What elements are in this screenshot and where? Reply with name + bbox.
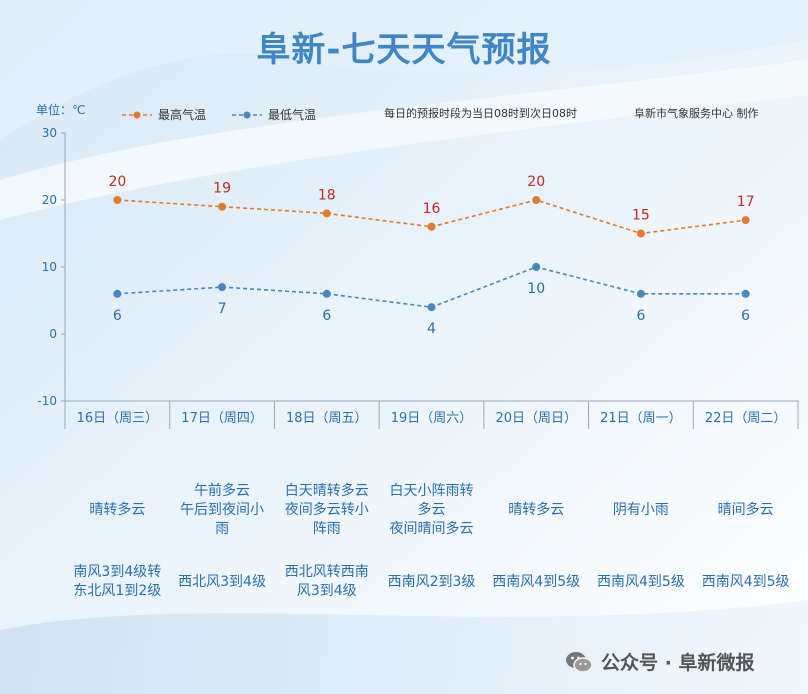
- data-point-high: [636, 229, 645, 238]
- data-label-high: 18: [318, 187, 336, 203]
- x-tick-label: 20日（周日）: [495, 411, 577, 426]
- footer-text: 公众号 · 阜新微报: [601, 652, 755, 674]
- x-tick-label: 19日（周六）: [391, 411, 473, 426]
- weather-cell: 晴转多云: [65, 470, 169, 550]
- weather-text: 午后到夜间小: [180, 501, 265, 518]
- wind-text: 西北风3到4级: [178, 573, 266, 590]
- page-title: 阜新-七天天气预报: [256, 30, 552, 70]
- data-point-high: [218, 202, 227, 211]
- wind-cell: 西北风3到4级: [170, 552, 274, 612]
- series-line-low: [117, 266, 746, 309]
- wind-text: 西南风4到5级: [492, 573, 581, 590]
- data-label-high: 16: [423, 201, 441, 217]
- data-point-high: [532, 196, 541, 204]
- data-label-low: 6: [322, 308, 331, 324]
- wind-cell: 西北风转西南 风3到4级: [275, 552, 379, 612]
- wind-cell: 西南风2到3级: [380, 552, 484, 612]
- data-label-low: 4: [427, 321, 436, 337]
- data-point-low: [427, 303, 436, 312]
- legend-low: 最低气温: [232, 106, 316, 123]
- unit-label: 单位：℃: [36, 103, 86, 117]
- data-label-low: 7: [218, 301, 227, 317]
- legend-low-marker: [232, 111, 262, 118]
- data-point-low: [741, 289, 750, 298]
- data-label-low: 10: [527, 281, 545, 297]
- weather-text: 午前多云: [194, 482, 251, 499]
- weather-text: 晴转多云: [89, 501, 146, 518]
- wind-cell: 西南风4到5级: [484, 552, 588, 612]
- wind-cell: 南风3到4级转 东北风1到2级: [65, 552, 169, 612]
- data-label-high: 20: [108, 174, 126, 190]
- data-point-low: [532, 263, 541, 271]
- data-label-high: 15: [632, 208, 650, 224]
- y-tick-label: 0: [49, 327, 57, 341]
- data-label-low: 6: [741, 308, 750, 324]
- x-tick-label: 21日（周一）: [600, 411, 682, 426]
- weather-cell: 白天晴转多云 夜间多云转小 阵雨: [275, 470, 379, 550]
- wind-text: 西南风4到5级: [597, 573, 685, 590]
- y-tick-label: 10: [42, 260, 57, 274]
- wind-cell: 西南风4到5级: [589, 552, 693, 612]
- data-label-high: 17: [737, 194, 755, 210]
- x-tick-label: 16日（周三）: [77, 411, 159, 426]
- wind-cell: 西南风4到5级: [694, 552, 798, 612]
- weather-text: 多云: [417, 501, 446, 518]
- weather-text: 夜间多云转小: [284, 501, 369, 518]
- x-tick-label: 18日（周五）: [286, 411, 368, 426]
- data-point-low: [113, 289, 122, 298]
- wechat-icon: [566, 651, 593, 673]
- weather-text: 白天小阵雨转: [389, 482, 474, 499]
- wind-text: 南风3到4级转: [73, 564, 162, 580]
- y-tick-label: -10: [37, 394, 57, 408]
- forecast-period-note: 每日的预报时段为当日08时到次日08时: [384, 107, 577, 120]
- legend-low-label: 最低气温: [268, 108, 317, 122]
- wind-text: 西南风4到5级: [701, 573, 790, 590]
- weather-text: 雨: [215, 520, 230, 537]
- wind-text: 西北风转西南: [284, 564, 369, 580]
- wind-text: 风3到4级: [296, 583, 357, 599]
- data-point-high: [427, 222, 436, 231]
- legend-high-label: 最高气温: [158, 108, 207, 122]
- weather-text: 白天晴转多云: [284, 482, 369, 499]
- weather-cell: 阴有小雨: [589, 470, 693, 550]
- weather-text: 夜间晴间多云: [389, 520, 474, 537]
- weather-cell: 午前多云午后到夜间小雨: [170, 470, 274, 550]
- weather-text: 阴有小雨: [612, 501, 669, 518]
- data-point-low: [636, 289, 645, 298]
- data-point-low: [218, 283, 227, 292]
- wind-text: 东北风1到2级: [73, 583, 162, 599]
- data-point-low: [322, 289, 331, 298]
- legend-high: 最高气温: [122, 106, 206, 123]
- weather-text: 晴间多云: [717, 501, 774, 518]
- footer: 公众号 · 阜新微报: [565, 648, 754, 675]
- weather-cell: 晴转多云: [484, 470, 588, 550]
- weather-cell: 白天小阵雨转 多云夜间晴间多云: [380, 470, 484, 550]
- data-point-high: [741, 216, 750, 225]
- data-label-low: 6: [113, 308, 122, 324]
- source-note: 阜新市气象服务中心 制作: [634, 107, 759, 120]
- data-label-low: 6: [636, 308, 645, 324]
- legend-high-marker: [122, 111, 152, 118]
- data-label-high: 19: [213, 181, 231, 197]
- x-tick-label: 17日（周四）: [181, 411, 263, 426]
- wind-text: 西南风2到3级: [387, 573, 476, 590]
- data-point-high: [322, 209, 331, 218]
- weather-text: 阵雨: [312, 520, 341, 537]
- weather-cell: 晴间多云: [694, 470, 798, 550]
- x-tick-label: 22日（周二）: [705, 411, 787, 426]
- data-point-high: [113, 196, 122, 204]
- weather-text: 晴转多云: [508, 501, 565, 518]
- data-label-high: 20: [527, 174, 545, 190]
- y-tick-label: 20: [42, 193, 57, 207]
- y-tick-label: 30: [42, 126, 57, 140]
